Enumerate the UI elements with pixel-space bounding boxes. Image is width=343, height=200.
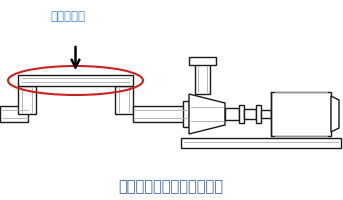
Bar [189,58,216,66]
Polygon shape [189,95,225,134]
Bar [183,101,189,127]
Bar [181,138,341,148]
Bar [18,76,133,87]
Bar [225,108,239,120]
Bar [261,110,271,118]
Text: エア溜まり: エア溜まり [50,10,85,23]
Bar [195,65,210,95]
Bar [115,87,133,114]
Bar [256,105,261,123]
Bar [133,106,188,122]
Bar [244,109,256,119]
Bar [0,106,28,122]
Text: 鳥居配管によるエア溜まり: 鳥居配管によるエア溜まり [118,178,224,193]
Bar [239,105,244,123]
Bar [18,87,36,114]
Polygon shape [331,97,339,132]
Bar [271,93,331,136]
